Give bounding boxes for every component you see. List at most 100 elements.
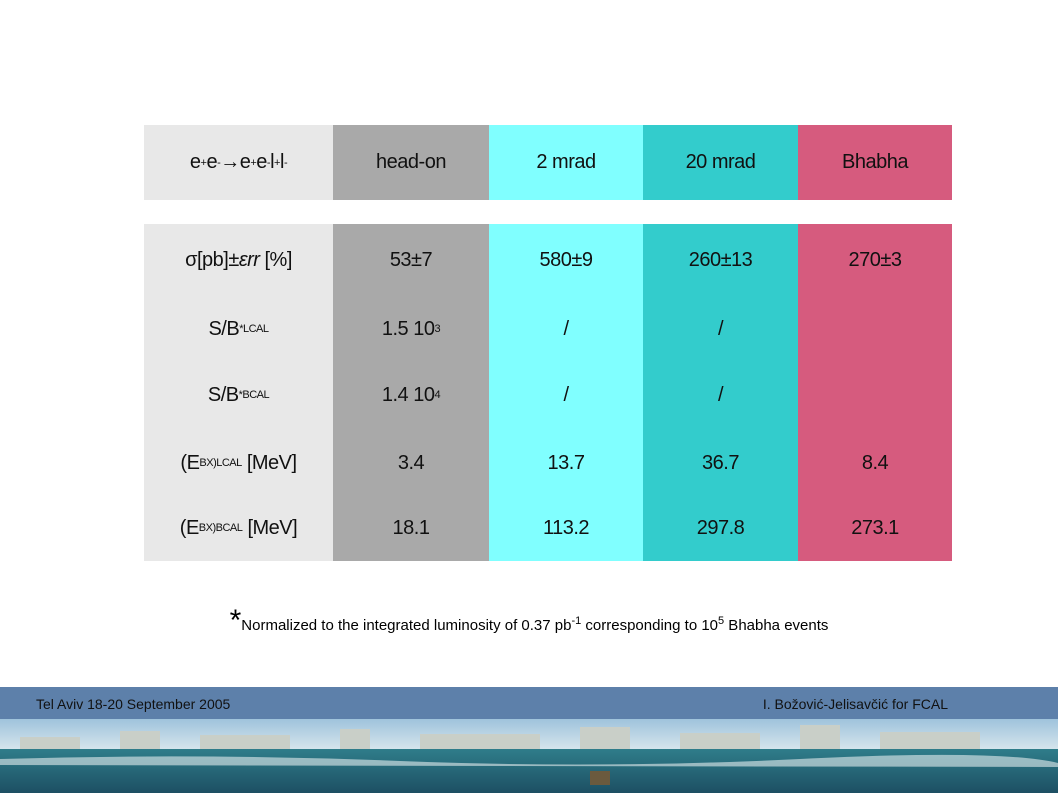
text-sup: 4 [434, 389, 441, 401]
column-bg [144, 224, 333, 561]
text-text: l [279, 151, 284, 173]
text-sub: LCAL [243, 323, 269, 335]
column-bg [489, 224, 643, 561]
text-text: 13.7 [547, 451, 585, 474]
value-cell: 3.4 [333, 438, 489, 488]
text-text: / [563, 317, 569, 340]
text-text: (E [179, 516, 200, 539]
text-text: 18.1 [392, 516, 430, 539]
text-sub: LCAL [216, 457, 242, 469]
column-bg [333, 224, 489, 561]
text-text: 270±3 [848, 248, 902, 271]
value-cell: 53±7 [333, 235, 489, 285]
value-cell: 260±13 [643, 235, 798, 285]
value-cell: 18.1 [333, 503, 489, 553]
text-sup: - [217, 156, 221, 169]
text-sup: + [274, 156, 280, 169]
text-sup: * [238, 389, 243, 401]
text-italic: εrr [238, 248, 260, 271]
text-text: (E [180, 451, 200, 474]
text-sup: -1 [571, 615, 582, 627]
text-text: 8.4 [861, 451, 889, 474]
value-cell: 1.4 10 4 [333, 370, 489, 420]
text-text: / [717, 383, 724, 406]
text-text: 580±9 [539, 248, 593, 271]
footnote: *Normalized to the integrated luminosity… [0, 604, 1058, 638]
text-text: 1.4 10 [381, 383, 435, 406]
header-cell: Bhabha [798, 125, 952, 200]
value-cell: 297.8 [643, 503, 798, 553]
text-text: →e [220, 151, 251, 173]
text-sup: BX) [198, 522, 216, 534]
text-text: corresponding to 10 [581, 617, 719, 634]
text-sup: 3 [434, 323, 441, 335]
text-sup: + [200, 156, 207, 169]
value-cell: / [489, 370, 643, 420]
text-sub: BCAL [242, 389, 270, 401]
text-text: Bhabha events [724, 617, 829, 634]
column-bg [333, 125, 489, 200]
value-cell: 36.7 [643, 438, 798, 488]
header-cell: e + e - →e + e - l + l - [144, 125, 333, 200]
text-sup: - [283, 156, 288, 169]
text-sup: - [266, 156, 271, 169]
column-bg [144, 125, 333, 200]
text-sub: BCAL [215, 522, 243, 534]
text-text: 3.4 [397, 451, 425, 474]
value-cell: 1.5 10 3 [333, 304, 489, 354]
text-text: 20 mrad [685, 151, 756, 173]
column-bg [643, 224, 798, 561]
text-text: l [270, 151, 275, 173]
text-sup: 5 [718, 615, 725, 627]
row-label: (E BX) BCAL [MeV] [144, 503, 333, 553]
text-text: e [206, 151, 218, 173]
text-text: S/B [207, 383, 239, 406]
value-cell: / [489, 304, 643, 354]
column-bg [798, 224, 952, 561]
text-sup: + [250, 156, 257, 169]
text-text: / [563, 383, 569, 406]
text-text: 113.2 [542, 516, 590, 539]
value-cell: 270±3 [798, 235, 952, 285]
value-cell: 8.4 [798, 438, 952, 488]
text-text: 2 mrad [536, 151, 596, 173]
value-cell: / [643, 304, 798, 354]
text-text: / [717, 317, 724, 340]
text-text: e [256, 151, 267, 173]
row-label: σ[pb]± εrr [%] [144, 235, 333, 285]
row-label: (E BX) LCAL [MeV] [144, 438, 333, 488]
footer-right: I. Božović-Jelisavčić for FCAL [762, 696, 948, 712]
text-text: S/B [208, 317, 240, 340]
text-text: σ[pb]± [185, 248, 239, 271]
text-text: 273.1 [851, 516, 899, 539]
text-big: * [229, 604, 242, 637]
value-cell: / [643, 370, 798, 420]
text-text: [MeV] [242, 516, 298, 539]
footer-left: Tel Aviv 18-20 September 2005 [36, 696, 231, 712]
value-cell: 13.7 [489, 438, 643, 488]
header-cell: 20 mrad [643, 125, 798, 200]
text-text: head-on [376, 151, 446, 173]
row-label: S/B * LCAL [144, 304, 333, 354]
text-sup: * [239, 323, 243, 335]
footer-bar [0, 687, 1058, 719]
text-sup: BX) [199, 457, 217, 469]
text-text: Normalized to the integrated luminosity … [241, 617, 572, 634]
value-cell: 273.1 [798, 503, 952, 553]
value-cell: 113.2 [489, 503, 643, 553]
text-text: e [189, 151, 201, 173]
column-bg [489, 125, 643, 200]
text-text: 36.7 [702, 451, 739, 474]
text-text: 1.5 10 [381, 317, 435, 340]
text-text: 297.8 [696, 516, 745, 539]
column-bg [643, 125, 798, 200]
value-cell: 580±9 [489, 235, 643, 285]
footer-photo [0, 719, 1058, 793]
header-cell: head-on [333, 125, 489, 200]
text-text: 260±13 [688, 248, 753, 271]
header-cell: 2 mrad [489, 125, 643, 200]
row-label: S/B * BCAL [144, 370, 333, 420]
text-text: Bhabha [842, 151, 908, 173]
text-text: [MeV] [241, 451, 297, 474]
